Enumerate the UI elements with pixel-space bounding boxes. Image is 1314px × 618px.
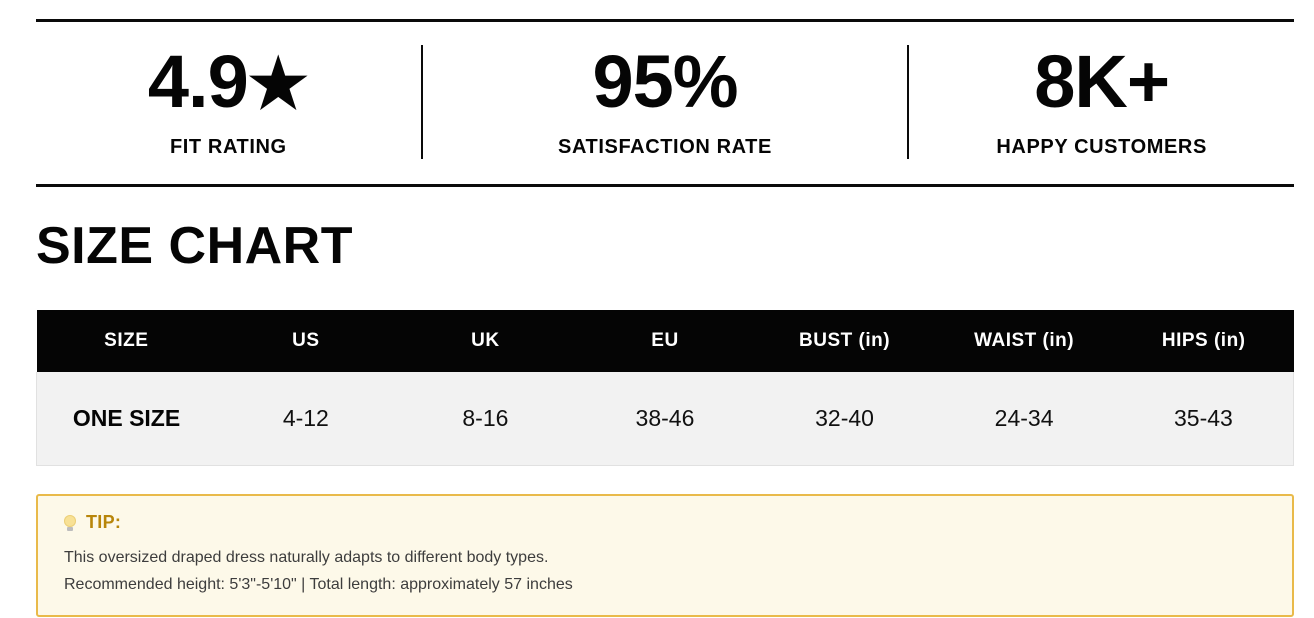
header-cell-bust: BUST (in) (754, 310, 935, 372)
happy-customers-value: 8K+ (1034, 40, 1170, 123)
size-chart-table: SIZE US UK EU BUST (in) WAIST (in) HIPS … (36, 310, 1294, 466)
tip-line-2: Recommended height: 5'3"-5'10" | Total l… (64, 576, 573, 594)
tip-label: TIP: (86, 512, 122, 532)
cell-eu: 38-46 (575, 372, 755, 466)
size-chart-page: 4.9★ FIT RATING 95% SATISFACTION RATE 8K… (36, 0, 1294, 618)
cell-hips: 35-43 (1113, 372, 1294, 466)
star-icon: ★ (247, 46, 309, 122)
fit-rating-value: 4.9★ (36, 45, 421, 119)
stats-bar: 4.9★ FIT RATING 95% SATISFACTION RATE 8K… (36, 19, 1294, 187)
satisfaction-rate-value: 95% (592, 40, 738, 123)
cell-waist: 24-34 (934, 372, 1114, 466)
tip-header: TIP: (64, 512, 1266, 533)
tip-box: TIP: This oversized draped dress natural… (36, 494, 1294, 618)
fit-rating-label: FIT RATING (169, 136, 287, 158)
satisfaction-rate-label: SATISFACTION RATE (558, 136, 772, 158)
fit-rating-number: 4.9 (147, 40, 249, 123)
table-body: ONE SIZE 4-12 8-16 38-46 32-40 24-34 35-… (36, 372, 1294, 466)
happy-customers-label: HAPPY CUSTOMERS (996, 136, 1207, 158)
header-cell-eu: EU (575, 310, 755, 372)
header-cell-uk: UK (395, 310, 576, 372)
header-cell-waist: WAIST (in) (934, 310, 1114, 372)
stat-happy-customers: 8K+ HAPPY CUSTOMERS (907, 45, 1294, 159)
cell-bust: 32-40 (754, 372, 935, 466)
cell-size: ONE SIZE (36, 372, 217, 466)
cell-us: 4-12 (216, 372, 396, 466)
header-cell-us: US (216, 310, 396, 372)
header-row: SIZE US UK EU BUST (in) WAIST (in) HIPS … (36, 310, 1294, 372)
stat-fit-rating: 4.9★ FIT RATING (36, 45, 421, 159)
table-row: ONE SIZE 4-12 8-16 38-46 32-40 24-34 35-… (36, 372, 1294, 466)
cell-uk: 8-16 (395, 372, 576, 466)
lightbulb-icon (64, 514, 76, 531)
tip-line-1: This oversized draped dress naturally ad… (64, 549, 549, 566)
stat-satisfaction-rate: 95% SATISFACTION RATE (420, 40, 908, 159)
table-header: SIZE US UK EU BUST (in) WAIST (in) HIPS … (36, 310, 1294, 372)
header-cell-hips: HIPS (in) (1113, 310, 1294, 372)
page-title: SIZE CHART (36, 217, 353, 275)
header-cell-size: SIZE (36, 310, 217, 372)
